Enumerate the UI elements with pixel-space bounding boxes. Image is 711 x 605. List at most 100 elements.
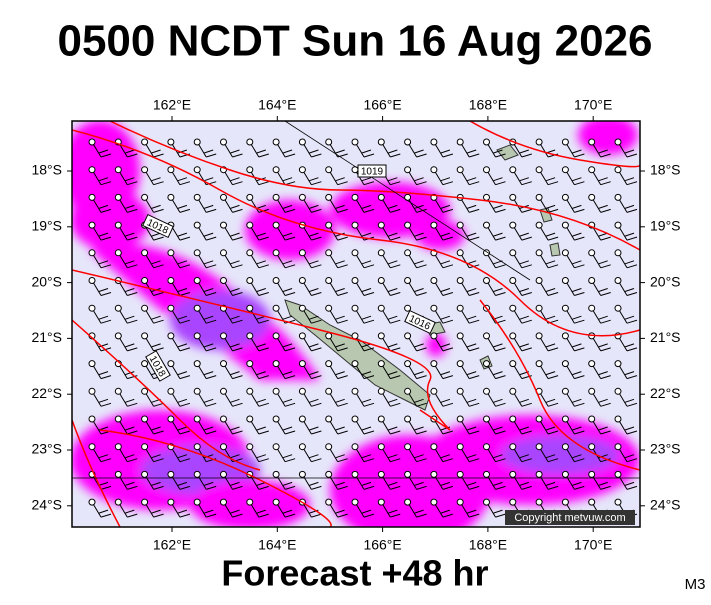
wind-barb [272,249,296,269]
barb-feather [547,208,559,213]
barb-feather [469,347,480,352]
barb-feather [521,292,532,296]
barb-station [272,304,280,312]
wind-barb [483,332,506,352]
barb-station [483,470,490,478]
wind-barb [246,277,269,296]
barb-feather [493,177,503,182]
barb-station [483,415,490,423]
barb-station [509,193,517,201]
barb-station [509,166,517,174]
barb-feather [624,343,635,348]
wind-barb [614,138,638,158]
wind-barb [246,415,269,435]
barb-feather [125,426,135,431]
barb-feather [467,288,477,292]
barb-feather [572,204,582,209]
barb-feather [521,430,532,435]
title: 0500 NCDT Sun 16 Aug 2026 [57,17,652,66]
barb-station [483,249,490,257]
barb-station [88,166,96,174]
barb-feather [624,288,635,292]
barb-feather [258,181,269,186]
barb-feather [125,288,135,292]
barb-feather [495,430,506,435]
wind-barb [588,470,611,490]
barb-feather [282,315,293,320]
barb-feather [125,371,135,376]
barb-feather [469,513,480,518]
barb-feather [495,485,506,490]
barb-station [220,193,227,201]
barb-feather [284,153,296,158]
barb-feather [204,371,214,376]
wind-barb [430,332,454,352]
barb-feather [519,343,529,348]
barb-station [588,415,596,423]
isobars [72,121,640,527]
wind-barb [377,470,401,490]
barb-feather [363,402,375,407]
wind-barb [509,249,532,269]
barb-feather [442,153,454,158]
barb-feather [177,288,188,292]
barb-station [193,332,201,340]
barb-feather [179,430,191,435]
wind-barb [614,443,638,463]
barb-feather [521,347,532,352]
wind-barb [325,415,348,435]
barb-station [114,332,122,340]
barb-feather [416,402,427,407]
barb-feather [519,177,529,182]
wind-barb [220,415,243,435]
wind-barb [588,304,611,324]
barb-feather [204,288,214,292]
barb-feather [309,260,319,265]
barb-feather [493,232,503,237]
barb-feather [390,485,401,490]
barb-feather [440,204,451,209]
barb-feather [626,236,638,241]
barb-feather [414,426,424,431]
barb-feather [361,149,372,154]
barb-feather [363,181,375,186]
wind-barb [88,249,112,269]
barb-feather [519,454,529,459]
barb-station [561,360,569,368]
barb-feather [98,371,109,376]
barb-station [561,277,569,284]
barb-station [298,360,306,368]
barb-station [114,415,122,423]
barb-station [456,498,464,506]
barb-station [141,415,149,423]
barb-feather [258,375,269,380]
barb-feather [493,371,503,376]
wind-barb [588,277,611,296]
lat-label: 21°S [31,329,62,345]
lon-label: 170°E [574,97,612,113]
barb-station [404,498,412,506]
barb-feather [153,485,164,490]
barb-feather [545,481,556,486]
barb-feather [177,149,188,154]
barb-station [456,249,464,257]
barb-feather [495,402,506,407]
barb-feather [151,177,161,182]
barb-feather [282,288,293,292]
barb-feather [125,260,135,265]
wind-barb [88,221,112,241]
wind-barb [351,415,375,435]
barb-feather [414,371,424,376]
barb-station [272,360,280,368]
wind-barb [193,249,217,269]
barb-station [220,360,227,368]
wind-barb [114,138,138,158]
barb-station [220,387,227,395]
barb-station [114,387,122,395]
barb-feather [98,315,109,320]
barb-station [483,387,490,395]
wind-barb [561,443,585,463]
barb-feather [100,181,112,186]
wind-barb [377,498,401,518]
barb-station [377,138,385,146]
